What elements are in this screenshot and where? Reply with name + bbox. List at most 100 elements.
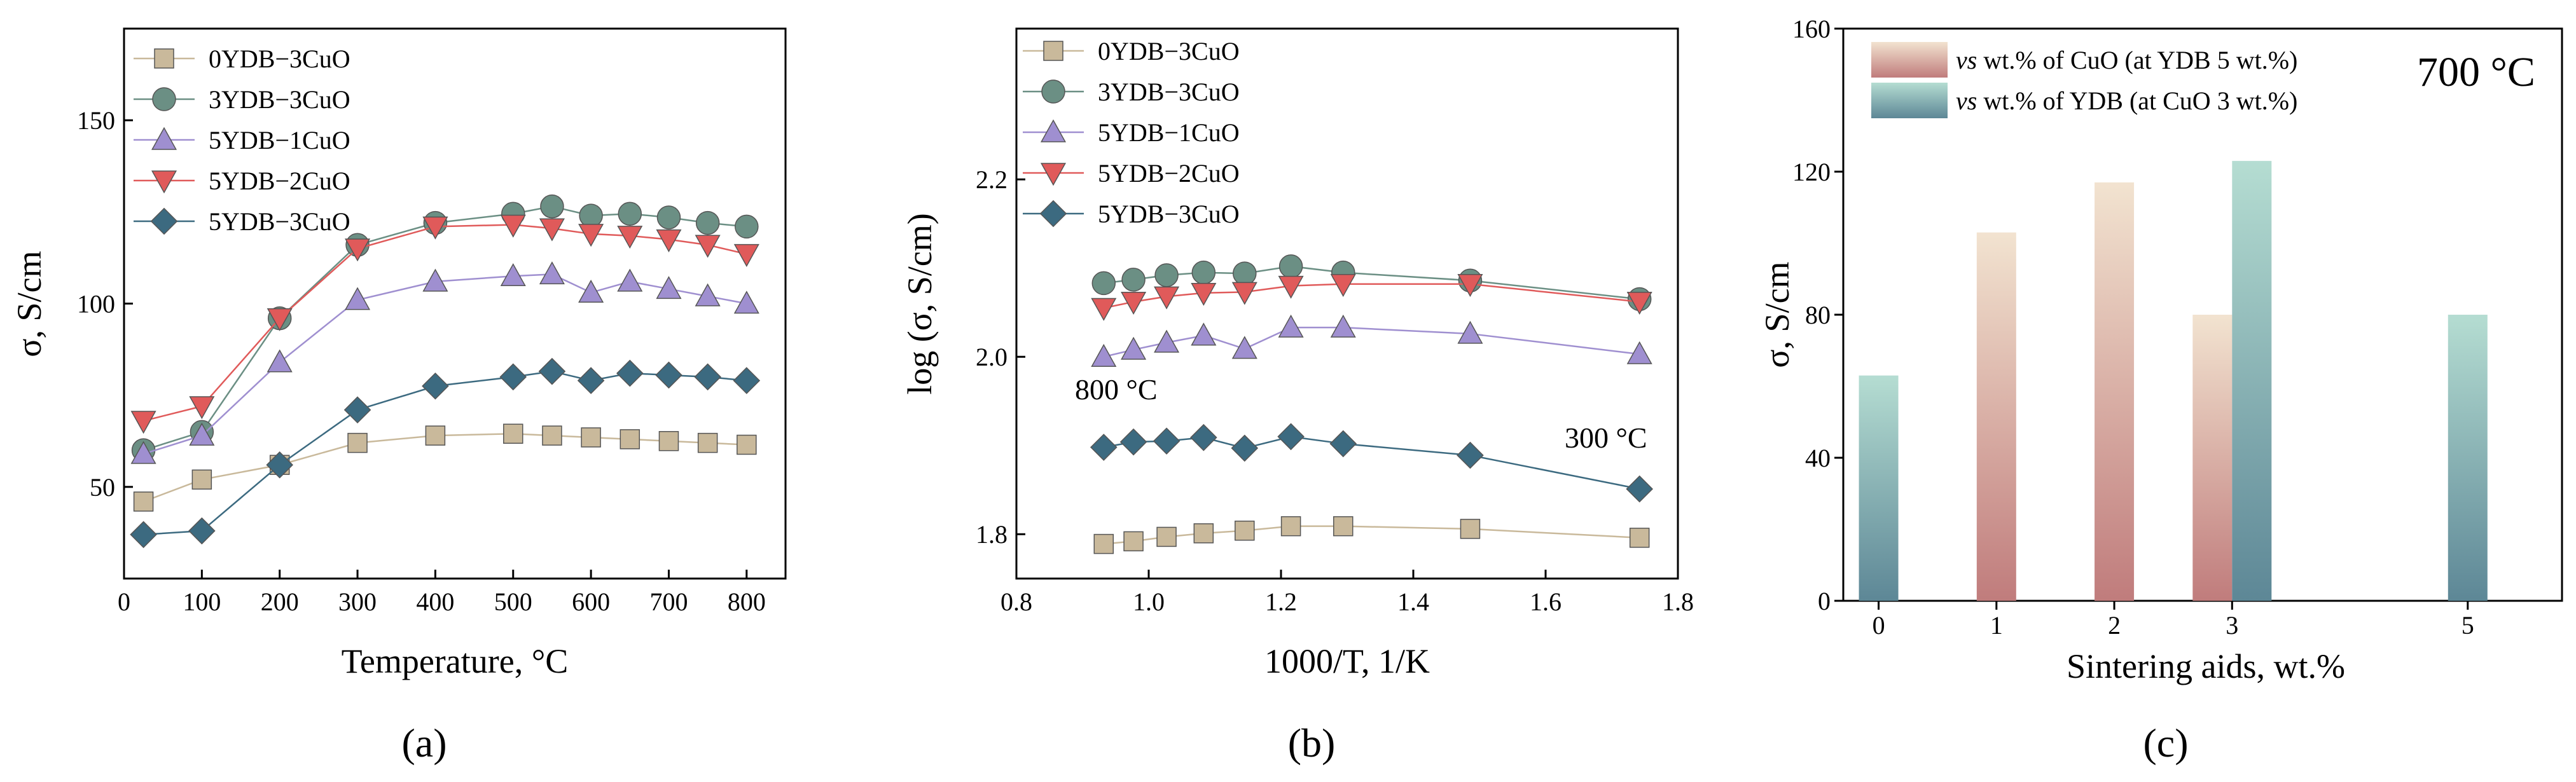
chart-a-point-5YDB-1CuO bbox=[422, 268, 448, 292]
chart-a-point-3YDB-3CuO bbox=[540, 194, 564, 219]
chart-b-xtick-label: 1.6 bbox=[1530, 587, 1562, 616]
chart-b-point-5YDB-2CuO bbox=[1191, 283, 1217, 306]
bar-cuo bbox=[2192, 315, 2233, 601]
chart-a-legend-label: 3YDB−3CuO bbox=[209, 85, 350, 114]
chart-a-point-5YDB-1CuO bbox=[345, 287, 371, 310]
chart-c-xlabel: Sintering aids, wt.% bbox=[2067, 647, 2345, 685]
chart-b-point-5YDB-2CuO bbox=[1626, 291, 1652, 315]
chart-a-point-5YDB-2CuO bbox=[656, 229, 682, 252]
chart-a-point-5YDB-3CuO bbox=[422, 372, 449, 400]
chart-a-legend-marker bbox=[152, 87, 176, 111]
chart-b-point-0YDB-3CuO bbox=[1093, 533, 1114, 554]
chart-c-legend-swatch bbox=[1871, 83, 1948, 118]
chart-b-point-0YDB-3CuO bbox=[1629, 528, 1650, 548]
chart-a-point-5YDB-3CuO bbox=[538, 357, 566, 385]
chart-b-ytick-label: 1.8 bbox=[976, 520, 1008, 549]
chart-a-point-5YDB-2CuO bbox=[345, 238, 371, 262]
chart-a-point-0YDB-3CuO bbox=[697, 432, 718, 453]
chart-b-point-3YDB-3CuO bbox=[1121, 268, 1146, 292]
chart-b-point-5YDB-1CuO bbox=[1091, 343, 1117, 367]
chart-b-point-5YDB-2CuO bbox=[1330, 274, 1356, 298]
chart-a-point-5YDB-1CuO bbox=[130, 441, 156, 464]
chart-a-point-5YDB-3CuO bbox=[343, 396, 371, 424]
chart-a-point-5YDB-2CuO bbox=[500, 214, 526, 238]
chart-b-point-5YDB-1CuO bbox=[1231, 336, 1257, 359]
chart-a-point-5YDB-2CuO bbox=[130, 411, 156, 434]
chart-a-point-5YDB-1CuO bbox=[500, 263, 526, 286]
chart-b-legend-marker bbox=[1040, 163, 1067, 186]
bar-ydb bbox=[1859, 375, 1899, 601]
chart-a-legend-marker bbox=[150, 207, 178, 235]
chart-a-point-5YDB-1CuO bbox=[578, 279, 604, 303]
chart-a-point-5YDB-1CuO bbox=[189, 422, 215, 446]
chart-b-point-5YDB-3CuO bbox=[1090, 434, 1118, 461]
chart-b-point-0YDB-3CuO bbox=[1280, 516, 1301, 537]
chart-a-xtick-label: 400 bbox=[416, 587, 454, 616]
chart-c-legend-label: vs wt.% of YDB (at CuO 3 wt.%) bbox=[1956, 86, 2297, 115]
chart-b-point-5YDB-3CuO bbox=[1119, 428, 1147, 456]
chart-b-frame bbox=[1015, 27, 1679, 580]
chart-a-xlabel: Temperature, °C bbox=[342, 642, 569, 680]
chart-b-point-5YDB-1CuO bbox=[1121, 336, 1147, 360]
chart-b-point-5YDB-3CuO bbox=[1153, 427, 1181, 455]
chart-b-ytick-label: 2.2 bbox=[976, 165, 1008, 194]
panel-label-b: (b) bbox=[1288, 720, 1336, 765]
chart-a-point-5YDB-1CuO bbox=[267, 349, 293, 373]
chart-a-point-5YDB-2CuO bbox=[733, 244, 759, 267]
chart-a-point-0YDB-3CuO bbox=[581, 427, 601, 448]
chart-b-point-3YDB-3CuO bbox=[1154, 263, 1179, 287]
chart-a-point-3YDB-3CuO bbox=[656, 205, 681, 230]
chart-b-xtick-label: 0.8 bbox=[1001, 587, 1032, 616]
chart-a-point-5YDB-2CuO bbox=[539, 218, 565, 242]
chart-b-point-0YDB-3CuO bbox=[1235, 520, 1255, 541]
chart-c-xtick-label: 5 bbox=[2462, 611, 2474, 640]
chart-b-legend-label: 5YDB−1CuO bbox=[1098, 118, 1240, 147]
chart-b-legend-label: 5YDB−3CuO bbox=[1098, 200, 1240, 228]
chart-a-point-5YDB-3CuO bbox=[733, 367, 761, 394]
chart-a-point-0YDB-3CuO bbox=[620, 429, 641, 449]
chart-a-point-5YDB-3CuO bbox=[577, 367, 605, 394]
chart-b-point-5YDB-2CuO bbox=[1091, 298, 1117, 321]
chart-b-series-line-5YDB-1CuO bbox=[1103, 326, 1640, 358]
chart-b-xtick-label: 1.0 bbox=[1133, 587, 1165, 616]
chart-a-legend-label: 0YDB−3CuO bbox=[209, 45, 350, 73]
chart-c-legend-label: vs wt.% of CuO (at YDB 5 wt.%) bbox=[1956, 46, 2297, 74]
chart-c-xtick-label: 0 bbox=[1873, 611, 1885, 640]
chart-b-point-5YDB-2CuO bbox=[1457, 274, 1483, 298]
chart-b-legend-marker bbox=[1043, 41, 1063, 61]
chart-b-xtick-label: 1.4 bbox=[1397, 587, 1429, 616]
annotation-700c: 700 °C bbox=[2417, 49, 2535, 95]
chart-a-point-5YDB-2CuO bbox=[578, 224, 604, 247]
chart-a-xtick-label: 600 bbox=[572, 587, 610, 616]
chart-b-ytick-label: 2.0 bbox=[976, 343, 1008, 371]
chart-b-point-3YDB-3CuO bbox=[1191, 260, 1216, 285]
annotation-300c: 300 °C bbox=[1565, 422, 1647, 454]
annotation-800c: 800 °C bbox=[1075, 373, 1158, 406]
chart-a-series-line-5YDB-3CuO bbox=[143, 370, 747, 536]
chart-b-xtick-label: 1.2 bbox=[1265, 587, 1297, 616]
chart-c-ytick-label: 160 bbox=[1792, 15, 1831, 43]
chart-a-point-5YDB-2CuO bbox=[189, 396, 215, 420]
chart-b-point-5YDB-1CuO bbox=[1154, 329, 1180, 353]
chart-b-point-0YDB-3CuO bbox=[1123, 531, 1144, 552]
chart-b-point-5YDB-3CuO bbox=[1231, 434, 1259, 462]
chart-a-xtick-label: 700 bbox=[649, 587, 688, 616]
chart-b-point-5YDB-2CuO bbox=[1231, 282, 1257, 305]
chart-a-point-0YDB-3CuO bbox=[658, 431, 679, 451]
chart-c-ylabel: σ, S/cm bbox=[1758, 261, 1796, 367]
chart-a-point-5YDB-3CuO bbox=[266, 451, 294, 479]
chart-b-xlabel: 1000/T, 1/K bbox=[1264, 642, 1430, 680]
chart-a-series-line-5YDB-2CuO bbox=[143, 224, 747, 422]
panel-label-c: (c) bbox=[2143, 720, 2188, 765]
chart-a-xtick-label: 800 bbox=[728, 587, 766, 616]
bar-cuo bbox=[1976, 232, 2016, 601]
chart-a-point-5YDB-1CuO bbox=[539, 261, 565, 285]
chart-a-point-0YDB-3CuO bbox=[133, 491, 154, 512]
chart-a-series-line-3YDB-3CuO bbox=[143, 205, 747, 451]
chart-c-xtick-label: 2 bbox=[2108, 611, 2121, 640]
chart-a-point-0YDB-3CuO bbox=[347, 432, 368, 453]
chart-a-point-0YDB-3CuO bbox=[425, 425, 446, 446]
chart-a-point-0YDB-3CuO bbox=[191, 469, 212, 490]
chart-a-point-5YDB-1CuO bbox=[656, 276, 682, 299]
